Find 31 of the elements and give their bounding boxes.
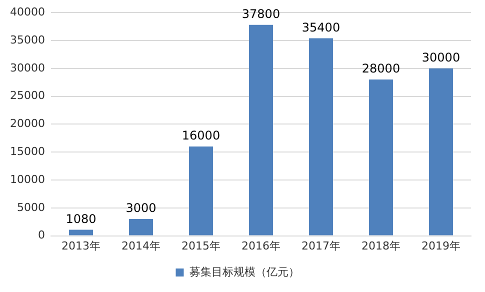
y-tick-label: 0 [38, 228, 45, 242]
x-tick-label: 2015年 [181, 239, 220, 252]
data-label: 3000 [126, 201, 156, 216]
x-tick-label: 2017年 [301, 239, 340, 252]
x-tick-label: 2019年 [422, 239, 460, 252]
y-tick-label: 30000 [10, 61, 45, 74]
x-tick-label: 2018年 [362, 239, 400, 252]
x-tick-label: 2014年 [121, 239, 160, 252]
x-tick-label: 2016年 [241, 239, 280, 252]
bar [68, 230, 93, 236]
y-tick-label: 35000 [10, 33, 45, 46]
data-label: 35400 [302, 20, 340, 34]
bar [369, 80, 393, 236]
bar [128, 219, 153, 236]
y-tick-label: 5000 [16, 200, 45, 214]
y-tick-label: 25000 [10, 89, 45, 102]
legend-label: 募集目标规模（亿元） [189, 265, 300, 278]
y-tick-label: 40000 [10, 5, 45, 18]
bar [308, 38, 333, 236]
data-label: 16000 [182, 128, 220, 143]
data-label: 1080 [66, 212, 96, 226]
y-tick-label: 15000 [10, 144, 45, 158]
x-tick-label: 2013年 [61, 239, 100, 252]
bar [188, 146, 213, 236]
data-label: 30000 [422, 50, 460, 65]
data-label: 28000 [362, 62, 400, 76]
bar [248, 24, 273, 236]
bar [429, 68, 453, 236]
y-tick-label: 20000 [10, 117, 45, 130]
y-tick-label: 10000 [10, 172, 45, 186]
data-label: 37800 [242, 7, 280, 21]
